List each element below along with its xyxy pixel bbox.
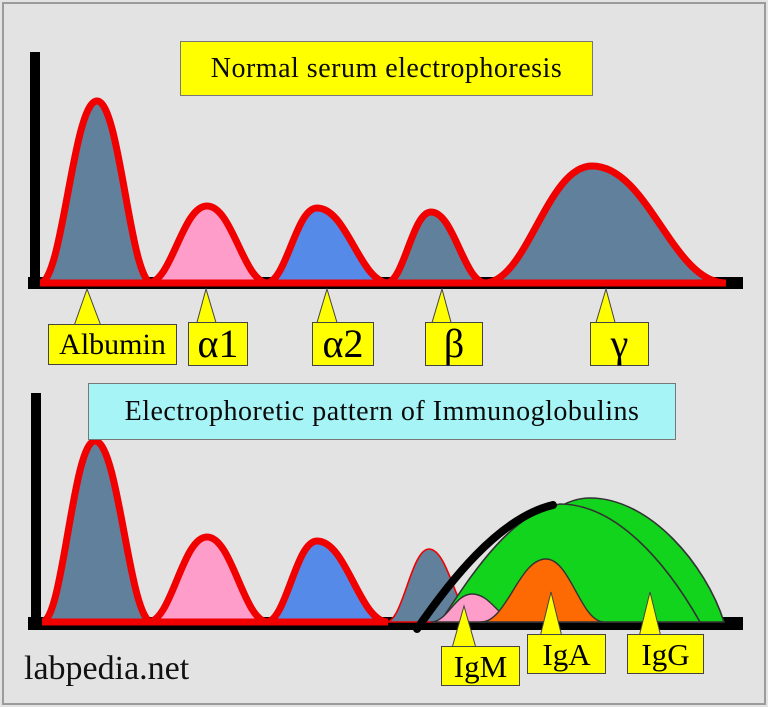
albumin-pointer [73,287,102,327]
igm-label: IgM [441,646,520,686]
peak-gamma [483,162,727,287]
gamma-label: γ [590,322,649,366]
callout-pointers [73,287,662,649]
peak-alpha-1 [147,202,269,287]
watermark: labpedia.net [24,650,190,687]
bottom-chart-curves [40,437,726,633]
alpha1-label: α1 [188,322,248,366]
igg-label: IgG [627,634,704,674]
iga-label: IgA [527,634,606,674]
peak-alpha-2 [264,204,390,287]
albumin-label: Albumin [48,324,177,365]
peak-beta [384,208,487,287]
bottom-y-axis [31,393,41,630]
top-chart-curves [38,97,727,287]
curve-iga [480,558,605,623]
peak-alpha-1 [147,533,269,626]
bottom-chart-title: Electrophoretic pattern of Immunoglobuli… [88,383,676,440]
beta-label: β [425,322,483,366]
curve-igg-inner-curve [438,503,702,623]
alpha2-label: α2 [312,322,374,366]
top-y-axis [30,52,40,288]
peak-albumin [40,437,154,626]
peak-albumin [38,97,154,287]
peak-alpha-2 [264,537,389,626]
curve-gamma-envelope [413,501,557,633]
top-chart-title: Normal serum electrophoresis [180,41,593,96]
